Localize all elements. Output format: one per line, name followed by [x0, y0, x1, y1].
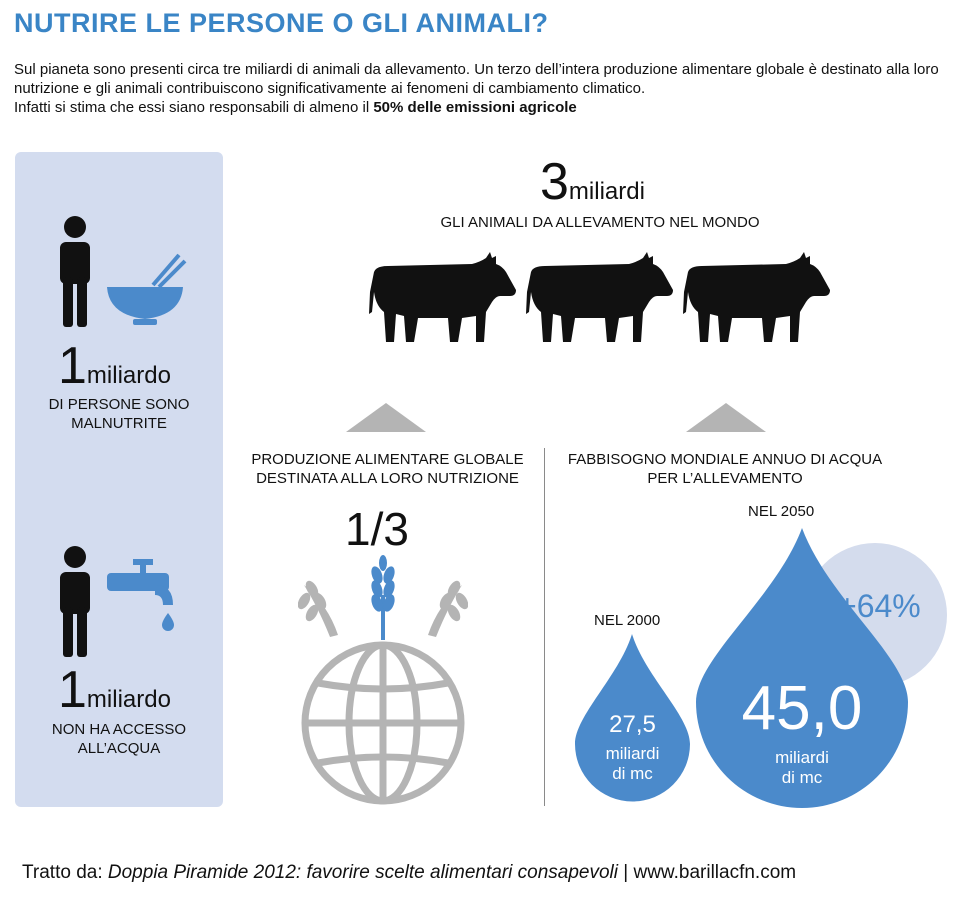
water-drop-2000-icon [575, 634, 690, 802]
malnourished-caption-line-1: DI PERSONE SONO [48, 396, 190, 413]
malnourished-caption: DI PERSONE SONO MALNUTRITE [15, 395, 223, 433]
no-water-stat: 1 miliardo [58, 664, 171, 716]
column-divider [544, 448, 545, 806]
water-2000-value: 27,5 [609, 711, 656, 738]
water-caption-line-1: FABBISOGNO MONDIALE ANNUO DI ACQUA [567, 451, 883, 468]
left-panel [15, 152, 223, 807]
water-2000-unit: miliardi di mc [575, 744, 690, 784]
triangle-up-icon [686, 403, 766, 432]
no-water-caption: NON HA ACCESSO ALL’ACQUA [15, 720, 223, 758]
cow-icon [369, 252, 516, 342]
food-fraction: 1/3 [345, 503, 409, 555]
animals-stat: 3 miliardi [540, 156, 645, 208]
water-2000-unit-line-1: miliardi [605, 744, 660, 763]
no-water-caption-line-1: NON HA ACCESSO [51, 721, 187, 738]
intro-line-2-prefix: Infatti si stima che essi siano responsa… [14, 99, 374, 116]
person-faucet-illustration [60, 546, 174, 657]
water-drop-2050-icon [696, 528, 908, 808]
source-footer: Tratto da: Doppia Piramide 2012: favorir… [22, 862, 796, 884]
intro-highlight: 50% delle emissioni agricole [373, 99, 577, 116]
intro-line-1: Sul pianeta sono presenti circa tre mili… [14, 61, 939, 97]
food-caption: PRODUZIONE ALIMENTARE GLOBALE DESTINATA … [245, 450, 530, 488]
no-water-caption-line-2: ALL’ACQUA [77, 740, 161, 757]
malnourished-number: 1 [58, 337, 87, 395]
malnourished-stat: 1 miliardo [58, 340, 171, 392]
cow-icon [526, 252, 673, 342]
intro-text: Sul pianeta sono presenti circa tre mili… [14, 60, 949, 117]
faucet-icon [107, 559, 174, 631]
bowl-icon [107, 253, 187, 325]
triangle-up-icon [346, 403, 426, 432]
footer-prefix: Tratto da: [22, 862, 108, 883]
cow-icon [683, 252, 830, 342]
no-water-number: 1 [58, 661, 87, 719]
water-caption: FABBISOGNO MONDIALE ANNUO DI ACQUA PER L… [555, 450, 895, 488]
water-2050-unit-line-2: di mc [781, 768, 823, 787]
year-2000-label: NEL 2000 [594, 612, 661, 629]
person-icon [60, 216, 90, 327]
no-water-unit: miliardo [86, 686, 171, 713]
animals-caption: GLI ANIMALI DA ALLEVAMENTO NEL MONDO [440, 214, 760, 231]
footer-url: | www.barillacfn.com [618, 862, 797, 883]
food-caption-line-1: PRODUZIONE ALIMENTARE GLOBALE [251, 451, 524, 468]
globe-wheat-icon [298, 555, 468, 805]
water-2050-unit: miliardi di mc [696, 748, 908, 788]
person-icon [60, 546, 90, 657]
water-caption-line-2: PER L’ALLEVAMENTO [647, 470, 803, 487]
water-2050-unit-line-1: miliardi [775, 748, 829, 767]
intro-line-2: Infatti si stima che essi siano responsa… [14, 98, 949, 117]
footer-source: Doppia Piramide 2012: favorire scelte al… [107, 862, 618, 883]
page-title: NUTRIRE LE PERSONE O GLI ANIMALI? [14, 8, 549, 38]
animals-unit: miliardi [568, 178, 645, 205]
year-2050-label: NEL 2050 [748, 503, 815, 520]
food-caption-line-2: DESTINATA ALLA LORO NUTRIZIONE [256, 470, 519, 487]
water-2000-unit-line-2: di mc [612, 764, 653, 783]
malnourished-unit: miliardo [86, 362, 171, 389]
animals-number: 3 [540, 153, 569, 211]
malnourished-caption-line-2: MALNUTRITE [71, 415, 167, 432]
water-2050-value: 45,0 [741, 674, 863, 743]
person-bowl-illustration [60, 216, 187, 327]
